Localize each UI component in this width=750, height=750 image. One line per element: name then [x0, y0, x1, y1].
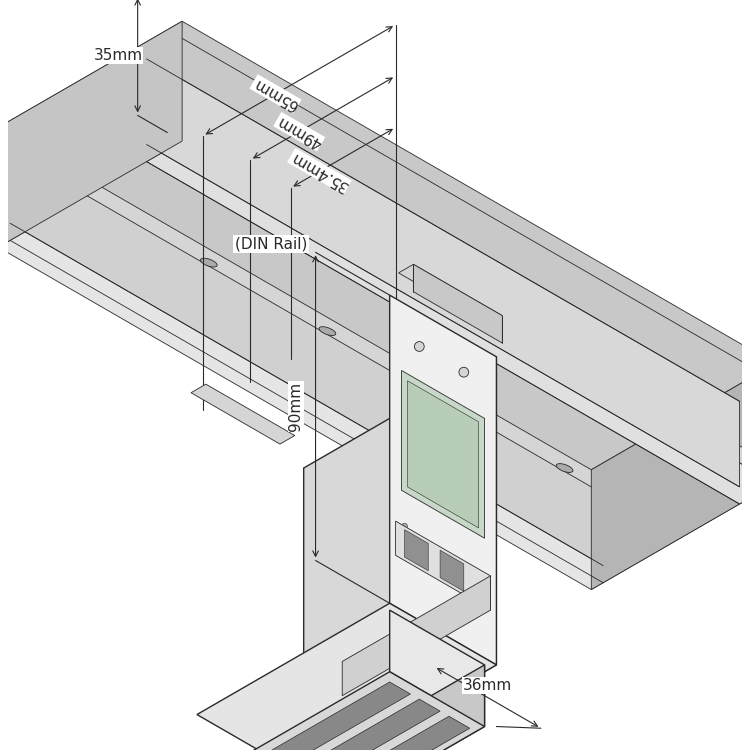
Polygon shape: [10, 138, 603, 566]
Polygon shape: [342, 576, 490, 696]
Polygon shape: [182, 124, 750, 484]
Polygon shape: [313, 665, 484, 750]
Polygon shape: [266, 699, 440, 750]
Polygon shape: [401, 370, 484, 538]
Polygon shape: [236, 682, 410, 750]
Text: 35.4mm: 35.4mm: [288, 149, 351, 194]
Polygon shape: [390, 610, 484, 727]
Polygon shape: [217, 672, 484, 750]
Polygon shape: [591, 364, 750, 590]
Polygon shape: [404, 530, 428, 571]
Polygon shape: [295, 716, 470, 750]
Text: 65mm: 65mm: [251, 75, 301, 112]
Ellipse shape: [556, 464, 573, 472]
Polygon shape: [0, 141, 750, 590]
Polygon shape: [146, 141, 750, 504]
Text: 36mm: 36mm: [463, 678, 512, 693]
Polygon shape: [146, 59, 740, 487]
Polygon shape: [440, 550, 464, 591]
Polygon shape: [0, 21, 750, 470]
Polygon shape: [413, 264, 503, 343]
Text: 90mm: 90mm: [289, 382, 304, 431]
Ellipse shape: [200, 258, 217, 267]
Polygon shape: [304, 357, 496, 750]
Circle shape: [415, 341, 424, 352]
Polygon shape: [390, 296, 496, 665]
Circle shape: [459, 368, 469, 377]
Polygon shape: [0, 38, 750, 487]
Text: 35mm: 35mm: [94, 48, 142, 63]
Polygon shape: [197, 603, 496, 750]
Polygon shape: [398, 264, 502, 324]
Text: 49mm: 49mm: [274, 113, 324, 151]
Ellipse shape: [319, 327, 336, 335]
Polygon shape: [0, 21, 182, 248]
Circle shape: [401, 524, 407, 530]
Polygon shape: [407, 381, 479, 528]
Ellipse shape: [438, 395, 454, 404]
Polygon shape: [191, 384, 295, 444]
Polygon shape: [395, 521, 490, 610]
Text: (DIN Rail): (DIN Rail): [235, 236, 308, 251]
